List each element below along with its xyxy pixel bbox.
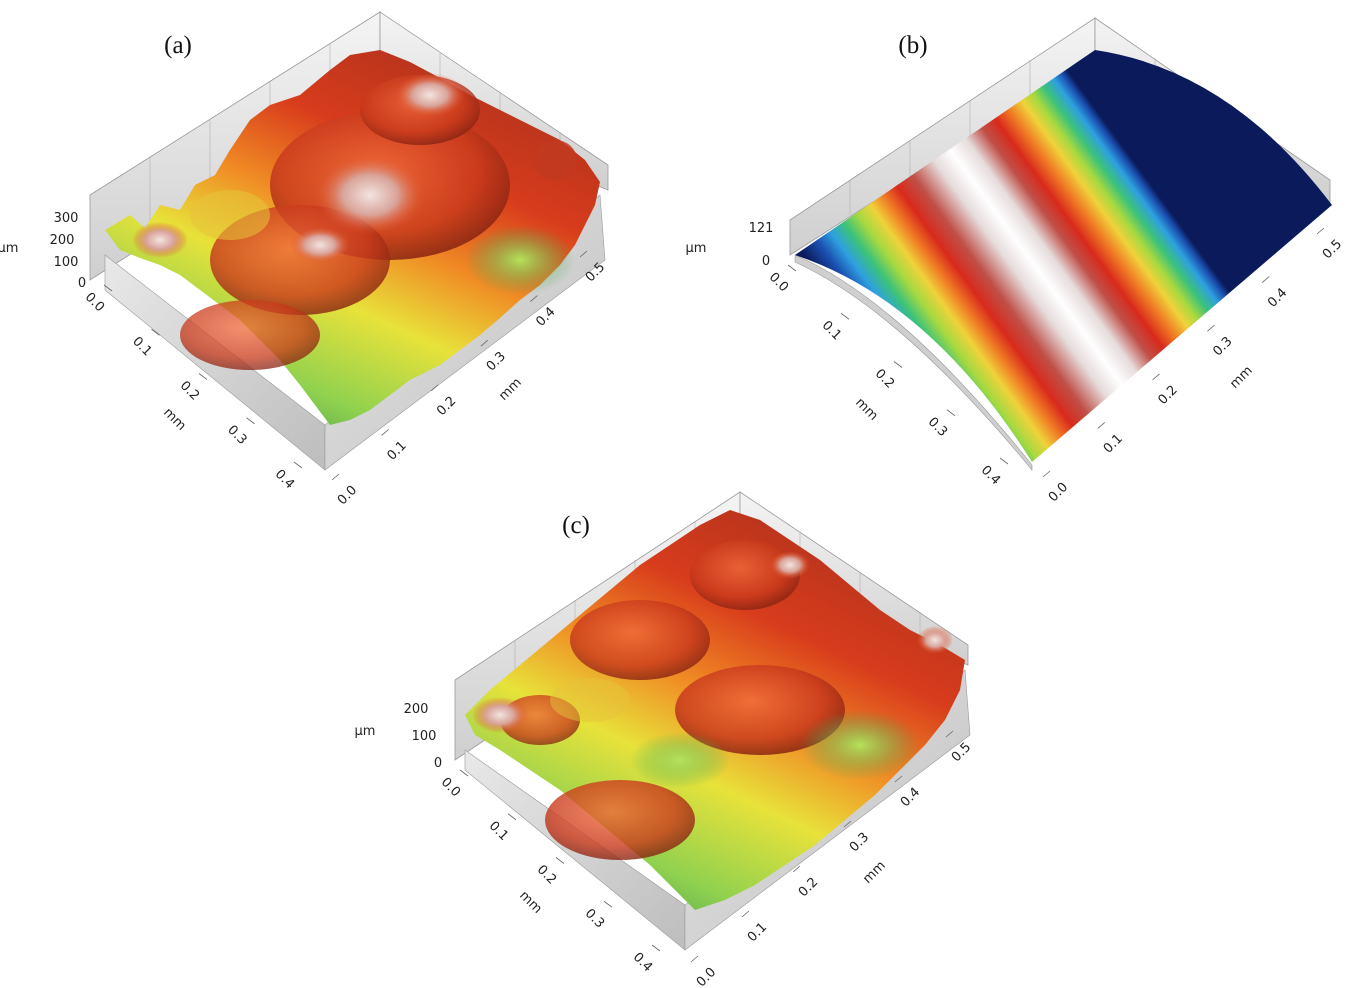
x-axis-unit: mm <box>852 395 881 424</box>
z-tick-label: 0 <box>434 756 442 771</box>
y-tick-label: 0.4 <box>898 785 923 810</box>
y-tick-label: 0.3 <box>847 830 872 855</box>
y-tick-mark <box>843 820 852 828</box>
y-tick-label: 0.0 <box>1046 480 1071 505</box>
x-tick-label: 0.1 <box>819 318 844 343</box>
x-tick-mark <box>787 264 797 272</box>
z-tick-label: 100 <box>54 255 79 270</box>
x-axis-unit: mm <box>516 888 545 917</box>
x-tick-mark <box>507 813 517 821</box>
y-tick-label: 0.5 <box>1320 237 1345 262</box>
y-tick-mark <box>381 429 389 436</box>
y-tick-label: 0.3 <box>1210 334 1235 359</box>
x-tick-label: 0.0 <box>766 270 791 295</box>
y-tick-mark <box>894 775 903 783</box>
y-tick-mark <box>1152 373 1160 381</box>
y-axis-unit: mm <box>496 375 525 404</box>
panel-label: (c) <box>562 512 590 539</box>
y-tick-label: 0.2 <box>434 394 459 419</box>
y-tick-mark <box>945 730 954 738</box>
z-tick-label: 121 <box>749 221 774 236</box>
x-tick-label: 0.1 <box>486 819 511 844</box>
z-tick-label: 200 <box>404 702 429 717</box>
x-tick-mark <box>651 944 661 952</box>
x-tick-mark <box>946 409 956 417</box>
x-tick-label: 0.0 <box>82 290 107 315</box>
z-axis-unit: µm <box>686 241 707 256</box>
y-tick-label: 0.0 <box>694 965 719 988</box>
y-axis-unit: mm <box>1227 363 1256 392</box>
y-tick-mark <box>1316 227 1325 235</box>
z-axis-unit: µm <box>355 724 376 739</box>
y-tick-label: 0.2 <box>796 875 821 900</box>
x-tick-mark <box>198 373 208 380</box>
y-tick-label: 0.3 <box>484 349 509 374</box>
surface-plot-b <box>789 17 1332 471</box>
x-tick-label: 0.2 <box>872 366 897 391</box>
x-tick-label: 0.3 <box>224 423 249 448</box>
z-axis-unit: µm <box>0 241 18 256</box>
x-tick-label: 0.2 <box>177 378 202 403</box>
y-tick-mark <box>792 865 801 873</box>
x-tick-mark <box>999 457 1009 465</box>
x-tick-mark <box>293 461 303 469</box>
x-tick-label: 0.3 <box>582 906 607 931</box>
y-tick-mark <box>530 295 538 302</box>
y-tick-label: 0.4 <box>1265 286 1290 311</box>
z-tick-label: 100 <box>412 729 437 744</box>
y-tick-label: 0.1 <box>1101 431 1126 456</box>
x-tick-mark <box>151 328 160 336</box>
x-tick-mark <box>459 769 469 777</box>
x-tick-label: 0.0 <box>438 775 463 800</box>
x-tick-label: 0.4 <box>272 467 297 492</box>
panel-label: (b) <box>898 32 927 59</box>
y-tick-label: 0.1 <box>745 920 770 945</box>
y-tick-mark <box>741 910 750 918</box>
x-tick-mark <box>555 857 565 864</box>
x-axis-unit: mm <box>160 405 189 434</box>
y-tick-mark <box>1097 422 1106 429</box>
y-tick-mark <box>1042 470 1051 478</box>
x-tick-mark <box>103 284 113 292</box>
y-tick-mark <box>331 473 340 481</box>
x-tick-label: 0.4 <box>630 950 655 975</box>
x-tick-label: 0.3 <box>925 415 950 440</box>
front-wall-left <box>794 254 1033 471</box>
y-tick-mark <box>1261 276 1270 283</box>
y-tick-label: 0.2 <box>1156 383 1181 408</box>
x-tick-mark <box>246 417 255 425</box>
x-tick-mark <box>893 361 903 368</box>
y-tick-mark <box>430 384 439 392</box>
x-tick-mark <box>840 312 850 320</box>
surface-plot-a <box>89 11 609 471</box>
surface-b <box>795 50 1332 462</box>
y-tick-label: 0.1 <box>385 438 410 463</box>
x-tick-label: 0.4 <box>978 463 1003 488</box>
x-tick-label: 0.1 <box>129 334 154 359</box>
surface-plot-c <box>454 491 971 951</box>
x-tick-label: 0.2 <box>534 862 559 887</box>
y-tick-mark <box>579 250 588 258</box>
y-tick-mark <box>690 955 699 963</box>
z-tick-label: 0 <box>762 254 770 269</box>
y-axis-unit: mm <box>860 858 889 887</box>
y-tick-mark <box>1207 324 1215 332</box>
z-tick-label: 200 <box>50 233 75 248</box>
z-tick-label: 0 <box>78 276 86 291</box>
x-tick-mark <box>603 900 613 908</box>
y-tick-label: 0.0 <box>335 483 360 508</box>
y-tick-mark <box>480 339 489 347</box>
z-tick-label: 300 <box>54 211 79 226</box>
panel-label: (a) <box>164 32 192 59</box>
